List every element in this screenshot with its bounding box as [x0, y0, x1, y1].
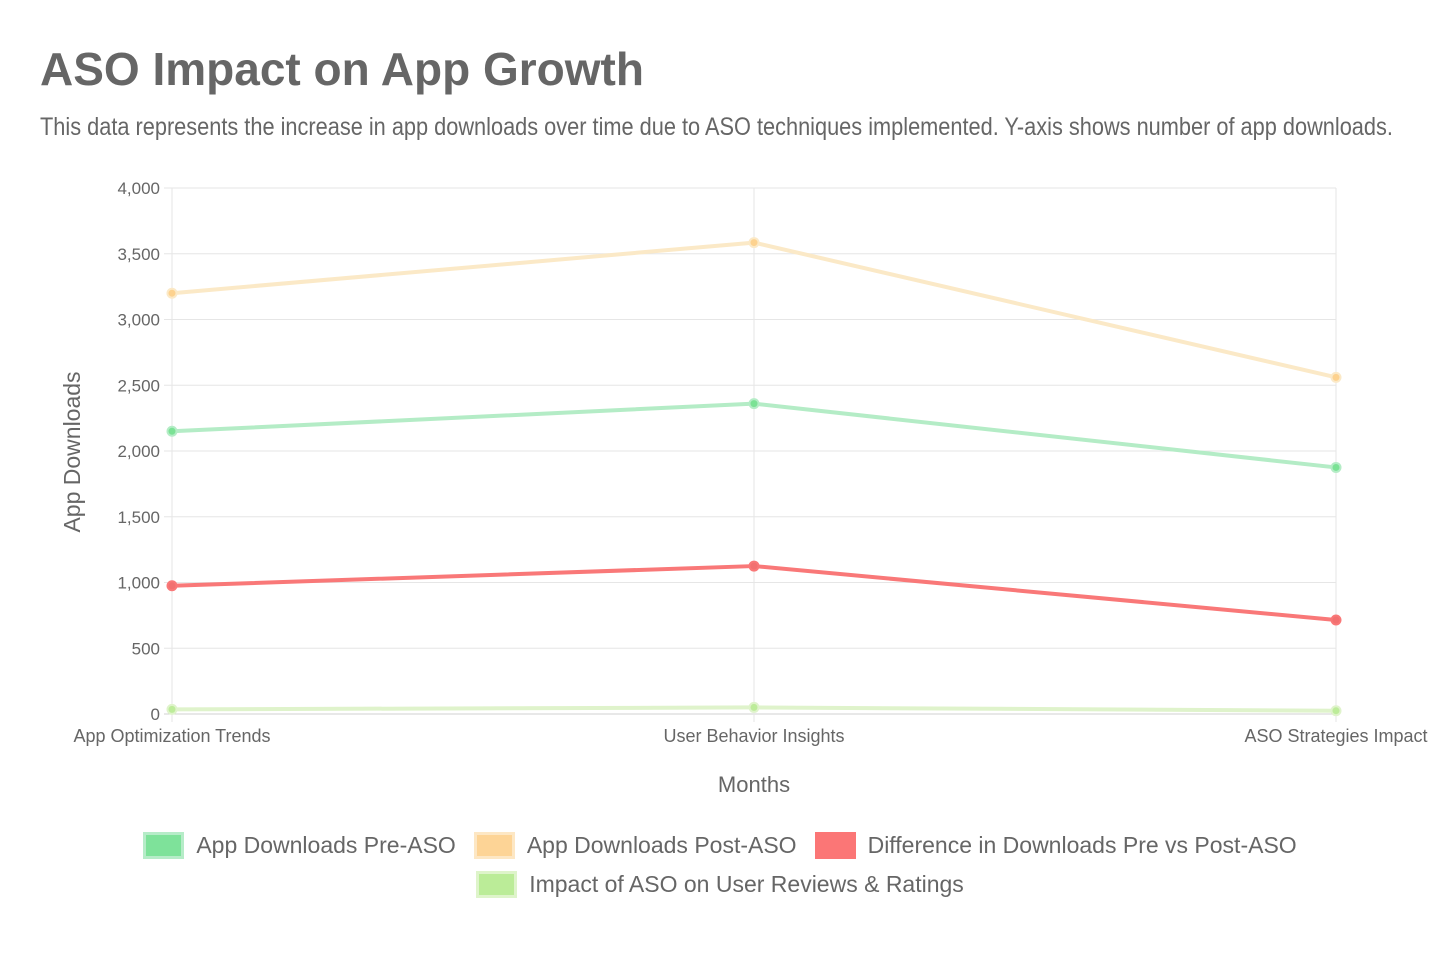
data-point[interactable] — [748, 398, 760, 410]
legend-label: App Downloads Post-ASO — [526, 832, 797, 858]
y-tick-label: 2,000 — [117, 442, 160, 461]
y-tick-label: 1,000 — [117, 574, 160, 593]
data-point[interactable] — [748, 560, 760, 572]
legend-item-1[interactable]: App Downloads Pre-ASO — [143, 832, 456, 859]
line-chart: 0 500 1,000 1,500 2,000 2,500 3,000 3,500 4,000 A… — [59, 179, 1428, 797]
grid-layer — [164, 187, 1337, 722]
data-point[interactable] — [1330, 705, 1342, 717]
data-point[interactable] — [1330, 371, 1342, 383]
y-tick-label: 3,500 — [117, 245, 160, 264]
chart-title: ASO Impact on App Growth — [40, 43, 644, 95]
legend-label: App Downloads Pre-ASO — [196, 832, 456, 858]
legend-item-2[interactable]: App Downloads Post-ASO — [473, 832, 797, 859]
data-point[interactable] — [1330, 461, 1342, 473]
legend-label: Impact of ASO on User Reviews & Ratings — [529, 871, 964, 897]
legend-swatch — [814, 832, 856, 859]
x-tick-label: User Behavior Insights — [663, 726, 844, 746]
y-tick-label: 500 — [132, 639, 160, 658]
legend-swatch — [476, 871, 518, 898]
data-point[interactable] — [166, 580, 178, 592]
axis-layer: 0 500 1,000 1,500 2,000 2,500 3,000 3,500 4,000 A… — [73, 179, 1427, 746]
x-axis-title: Months — [718, 772, 790, 797]
y-tick-label: 0 — [151, 705, 160, 724]
y-tick-label: 4,000 — [117, 179, 160, 198]
data-point[interactable] — [748, 701, 760, 713]
series-layer — [166, 237, 1342, 717]
data-point[interactable] — [748, 237, 760, 249]
chart-subtitle: This data represents the increase in app… — [40, 113, 1393, 141]
y-tick-label: 2,500 — [117, 376, 160, 395]
y-axis-title: App Downloads — [59, 371, 85, 532]
x-tick-label: App Optimization Trends — [73, 726, 270, 746]
x-tick-label: ASO Strategies Impact — [1244, 726, 1427, 746]
y-tick-label: 3,000 — [117, 311, 160, 330]
legend-swatch — [473, 832, 515, 859]
legend-swatch — [143, 832, 185, 859]
legend-label: Difference in Downloads Pre vs Post-ASO — [867, 832, 1297, 858]
legend-item-3[interactable]: Difference in Downloads Pre vs Post-ASO — [814, 832, 1297, 859]
chart-legend: App Downloads Pre-ASO App Downloads Post-… — [0, 832, 1440, 898]
legend-item-4[interactable]: Impact of ASO on User Reviews & Ratings — [476, 871, 964, 898]
data-point[interactable] — [166, 703, 178, 715]
y-tick-label: 1,500 — [117, 508, 160, 527]
data-point[interactable] — [166, 287, 178, 299]
data-point[interactable] — [1330, 614, 1342, 626]
data-point[interactable] — [166, 425, 178, 437]
